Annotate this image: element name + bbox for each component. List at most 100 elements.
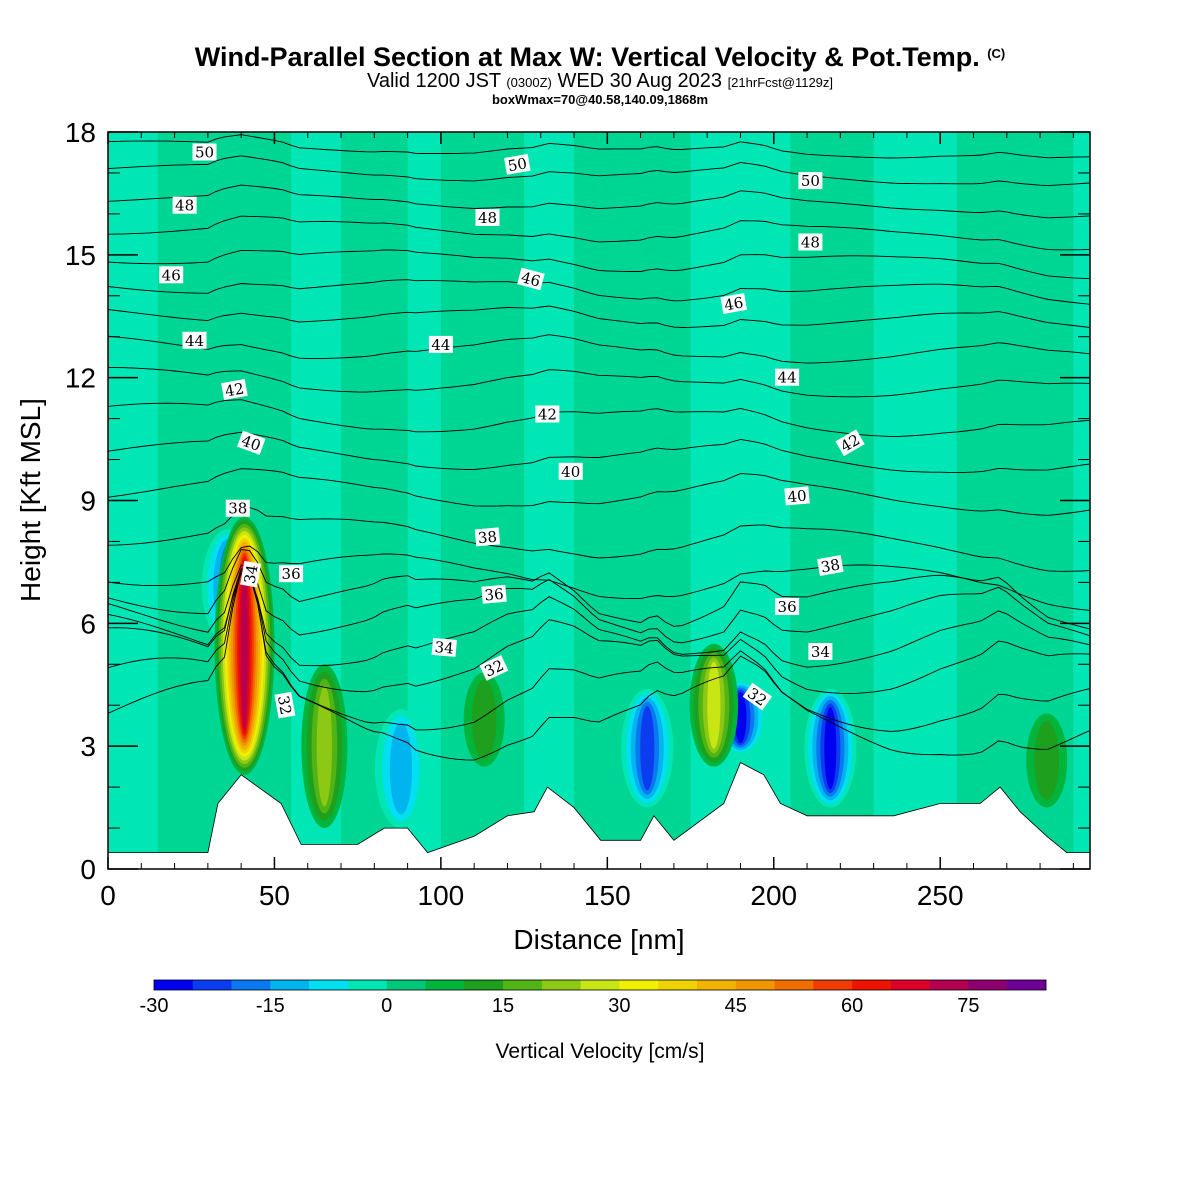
contour-label-box: [742, 682, 773, 711]
contour-label: 48: [172, 196, 197, 215]
valid-prefix: Valid 1200 JST: [366, 70, 501, 92]
contour-label: 46: [720, 293, 748, 315]
contour-label: 32: [274, 691, 296, 719]
contour-label-box: [835, 429, 865, 457]
contour-label-text: 38: [477, 528, 498, 548]
contour-label: 40: [558, 462, 583, 481]
contour-label: 50: [192, 143, 217, 162]
contour-label-text: 32: [274, 694, 295, 716]
theta-contour: [108, 305, 1090, 329]
contour-label-box: [192, 143, 217, 161]
valid-zulu: (0300Z): [506, 75, 552, 90]
contour-label-text: 42: [538, 406, 557, 424]
theta-contour: [108, 184, 1090, 219]
y-tick-label: 12: [65, 363, 96, 394]
colorbar-tick-label: 45: [725, 995, 747, 1017]
x-tick-label: 150: [584, 880, 631, 911]
contour-label-box: [474, 527, 501, 547]
contour-label-box: [240, 560, 262, 588]
contour-label-box: [479, 655, 509, 681]
theta-contour: [108, 549, 1090, 630]
colorbar-tick-label: 0: [381, 995, 392, 1017]
contour-label-text: 46: [723, 293, 745, 314]
contour-label-box: [237, 430, 266, 455]
theta-contour: [108, 564, 1090, 644]
contour-label-box: [775, 368, 800, 386]
title-main: Wind-Parallel Section at Max W: Vertical…: [194, 42, 980, 72]
y-tick-label: 9: [80, 486, 96, 517]
colorbar-label: Vertical Velocity [cm/s]: [496, 1040, 705, 1063]
colorbar-swatch: [735, 980, 775, 990]
colorbar-swatch: [1007, 980, 1047, 990]
contour-label: 36: [279, 565, 304, 583]
contour-label-text: 46: [162, 266, 181, 284]
contour-label: 46: [159, 266, 184, 284]
contour-label-box: [225, 499, 250, 517]
contour-label: 36: [481, 584, 507, 604]
contour-label: 46: [517, 267, 545, 291]
contour-label-text: 48: [801, 234, 820, 252]
theta-contour: [108, 399, 1090, 437]
contour-label-text: 38: [819, 555, 841, 576]
contour-label: 38: [474, 527, 501, 548]
colorbar-swatch: [658, 980, 698, 990]
contour-label: 38: [225, 499, 250, 518]
contour-label-box: [798, 233, 823, 251]
contour-label: 34: [431, 637, 457, 658]
downdraft-core: [824, 707, 837, 790]
colorbar-swatch: [270, 980, 310, 990]
contour-label-text: 40: [239, 431, 263, 454]
contour-label: 44: [775, 368, 800, 387]
colorbar-swatch: [464, 980, 504, 990]
theta-contour: [108, 573, 1090, 668]
theta-contour: [108, 249, 1090, 280]
colorbar-swatch: [231, 980, 271, 990]
contour-label-box: [535, 405, 560, 423]
contour-label-text: 50: [506, 154, 528, 175]
theta-contour: [108, 279, 1090, 305]
contour-label-box: [159, 266, 184, 284]
contour-label-box: [481, 584, 507, 604]
contour-label-box: [475, 209, 500, 226]
y-tick-label: 0: [80, 854, 96, 885]
contour-label: 50: [798, 172, 823, 190]
contour-label: 48: [798, 233, 823, 252]
theta-contour: [108, 570, 1090, 761]
contour-label-text: 40: [561, 463, 580, 481]
contour-label: 42: [221, 379, 248, 401]
colorbar-swatch: [541, 980, 581, 990]
x-tick-label: 200: [750, 880, 797, 911]
colorbar-swatch: [154, 980, 194, 990]
contour-label: 34: [240, 560, 262, 588]
theta-contour: [108, 334, 1090, 364]
colorbar-tick-label: 15: [492, 995, 514, 1017]
contour-label-box: [517, 267, 545, 291]
updraft-core: [316, 686, 333, 807]
colorbar-swatch: [619, 980, 659, 990]
theta-contour: [108, 134, 1090, 159]
contour-label-text: 38: [228, 500, 247, 518]
colorbar-swatch: [774, 980, 814, 990]
contour-label: 42: [535, 405, 560, 424]
theta-contour: [108, 506, 1090, 572]
x-tick-label: 100: [418, 880, 465, 911]
chart-subtitle: Valid 1200 JST (0300Z) WED 30 Aug 2023 […: [0, 70, 1200, 94]
colorbar-swatch: [309, 980, 349, 990]
colorbar: -30 -15 0 15 30 45 60 75: [140, 979, 1047, 1017]
theta-contour: [108, 545, 1090, 611]
downdraft-core: [640, 706, 655, 791]
chart-title: Wind-Parallel Section at Max W: Vertical…: [0, 42, 1200, 73]
colorbar-swatch: [580, 980, 620, 990]
copyright-mark: (C): [987, 46, 1006, 61]
weak-updraft-band: [157, 132, 292, 869]
contour-label-text: 44: [431, 336, 450, 354]
colorbar-tick-label: -15: [256, 995, 285, 1017]
contour-label: 40: [784, 486, 810, 507]
contour-label-box: [274, 691, 296, 719]
contour-label-text: 40: [787, 487, 808, 507]
valid-date: WED 30 Aug 2023: [557, 70, 722, 92]
contour-label: 34: [808, 643, 833, 661]
contour-label-text: 42: [224, 379, 246, 400]
